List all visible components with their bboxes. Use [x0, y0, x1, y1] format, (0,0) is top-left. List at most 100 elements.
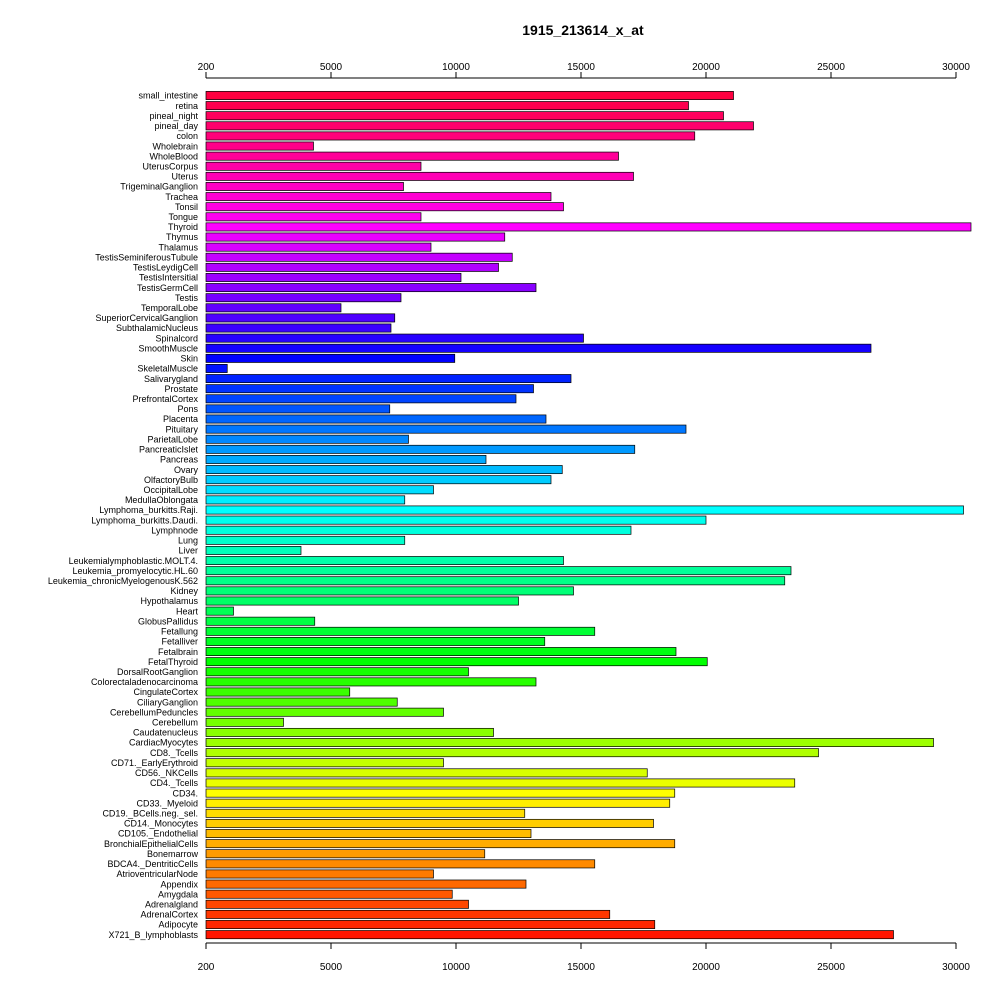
category-label: Thalamus	[158, 242, 198, 252]
bar	[205, 374, 572, 384]
bar	[205, 677, 537, 687]
bar	[205, 394, 517, 404]
bar	[205, 596, 519, 606]
category-label: CD8._Tcells	[150, 748, 199, 758]
bar	[205, 424, 687, 434]
category-label: Wholebrain	[152, 141, 198, 151]
bar	[205, 748, 819, 758]
bar	[205, 151, 619, 161]
category-label: SkeletalMuscle	[137, 364, 198, 374]
category-label: GlobusPallidus	[138, 616, 199, 626]
category-label: Amygdala	[158, 889, 198, 899]
category-label: CD71._EarlyErythroid	[111, 758, 198, 768]
category-label: Leukemialymphoblastic.MOLT.4.	[69, 556, 198, 566]
bar	[205, 636, 546, 646]
category-label: Skin	[180, 354, 198, 364]
category-label: TestisLeydigCell	[133, 263, 198, 273]
category-label: CD56._NKCells	[135, 768, 199, 778]
category-label: Liver	[178, 546, 198, 556]
bar	[205, 313, 396, 323]
category-label: MedullaOblongata	[125, 495, 198, 505]
bar	[205, 101, 689, 111]
category-label: TestisGermCell	[137, 283, 198, 293]
bar	[205, 647, 677, 657]
category-label: TestisIntersitial	[139, 273, 198, 283]
category-label: Uterus	[171, 172, 198, 182]
bar	[205, 465, 563, 475]
bar	[205, 788, 676, 798]
category-label: PrefrontalCortex	[132, 394, 198, 404]
bar	[205, 141, 314, 151]
category-label: Heart	[176, 606, 199, 616]
bar	[205, 778, 796, 788]
bar	[205, 626, 596, 636]
category-label: FetalThyroid	[148, 657, 198, 667]
category-label: OlfactoryBulb	[144, 475, 198, 485]
bar	[205, 161, 422, 171]
bar	[205, 475, 552, 485]
category-label: SuperiorCervicalGanglion	[95, 313, 198, 323]
bar	[205, 687, 351, 697]
bar	[205, 171, 634, 181]
top-tick-label: 5000	[320, 62, 343, 73]
category-label: Placenta	[163, 414, 198, 424]
top-tick-label: 20000	[692, 62, 720, 73]
chart-title: 1915_213614_x_at	[522, 22, 644, 38]
bar	[205, 667, 469, 677]
bar	[205, 768, 648, 778]
category-label: pineal_night	[149, 111, 198, 121]
bottom-tick-label: 5000	[320, 962, 343, 973]
top-tick-label: 15000	[567, 62, 595, 73]
bar	[205, 343, 872, 353]
category-label: CD34.	[172, 788, 198, 798]
category-label: small_intestine	[138, 91, 198, 101]
category-label: Spinalcord	[155, 333, 198, 343]
top-tick-label: 25000	[817, 62, 845, 73]
category-label: Fetallung	[161, 627, 198, 637]
bar	[205, 657, 708, 667]
category-label: Tonsil	[175, 202, 198, 212]
category-label: Adrenalgland	[145, 900, 198, 910]
category-label: Prostate	[164, 384, 198, 394]
category-label: CiliaryGanglion	[137, 697, 198, 707]
bar	[205, 879, 527, 889]
bar	[205, 202, 564, 212]
bar	[205, 283, 537, 293]
category-label: CD33._Myeloid	[136, 798, 198, 808]
category-label: BronchialEpithelialCells	[104, 839, 199, 849]
bar	[205, 839, 676, 849]
bar	[205, 121, 754, 131]
bottom-tick-label: 10000	[442, 962, 470, 973]
category-label: Adipocyte	[158, 920, 198, 930]
bar	[205, 262, 499, 272]
bar	[205, 707, 444, 717]
bar	[205, 515, 707, 525]
bar	[205, 222, 972, 232]
category-label: Tongue	[168, 212, 198, 222]
bar	[205, 606, 234, 616]
bar	[205, 717, 284, 727]
category-label: SubthalamicNucleus	[116, 323, 199, 333]
bar	[205, 899, 469, 909]
bar	[205, 808, 526, 818]
category-label: UterusCorpus	[142, 161, 198, 171]
bottom-tick-label: 20000	[692, 962, 720, 973]
category-label: Lymphoma_burkitts.Daudi.	[91, 515, 198, 525]
bar	[205, 525, 632, 535]
bar	[205, 535, 406, 545]
bar	[205, 485, 434, 495]
category-label: Appendix	[160, 879, 198, 889]
bar	[205, 212, 422, 222]
category-labels: small_intestineretinapineal_nightpineal_…	[48, 91, 199, 940]
category-label: CingulateCortex	[133, 687, 198, 697]
bar	[205, 758, 444, 768]
category-label: CD4._Tcells	[150, 778, 199, 788]
bar	[205, 727, 494, 737]
category-label: DorsalRootGanglion	[117, 667, 198, 677]
bar	[205, 495, 406, 505]
top-tick-label: 200	[198, 62, 215, 73]
bottom-tick-label: 15000	[567, 962, 595, 973]
category-label: AdrenalCortex	[140, 910, 198, 920]
bar	[205, 182, 404, 191]
bar	[205, 829, 532, 838]
